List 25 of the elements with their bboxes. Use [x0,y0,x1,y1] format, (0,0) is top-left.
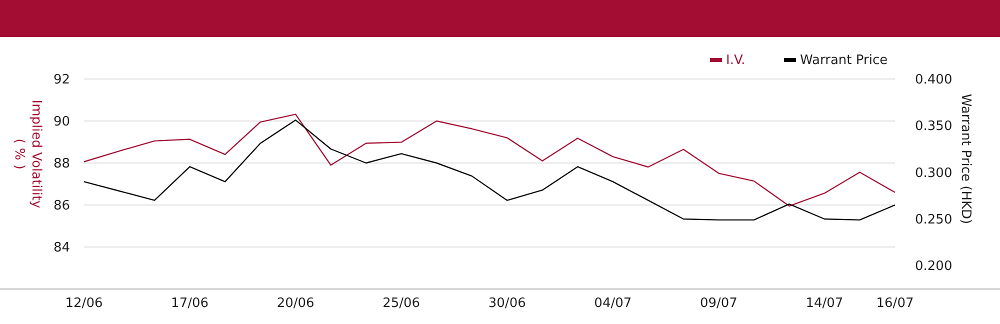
x-tick-label: 12/06 [65,296,103,311]
x-tick-label: 09/07 [700,296,738,311]
y2-tick-label: 0.200 [915,259,952,274]
x-tick-label: 16/07 [876,296,914,311]
y2-tick-label: 0.250 [915,212,952,228]
y-axis-title: Implied Volatility ( % ) [12,100,44,209]
x-tick-label: 04/07 [594,296,632,311]
y-tick-label: 88 [53,156,70,172]
y-tick-label: 84 [53,240,70,256]
x-tick-label: 30/06 [488,296,526,311]
legend-label: I.V. [726,53,746,68]
y-tick-label: 90 [53,114,70,130]
line-series [83,114,896,207]
y2-axis-title: Warrant Price (HKD) [958,94,973,224]
y2-tick-label: 0.400 [915,72,952,88]
y2-tick-label: 0.300 [915,166,952,181]
line-series [83,119,896,221]
x-tick-label: 20/06 [276,296,314,311]
y-tick-label: 86 [53,198,70,214]
y-tick-label: 92 [53,72,70,88]
y2-tick-label: 0.350 [915,119,952,134]
x-tick-label: 14/07 [806,296,844,311]
x-tick-label: 25/06 [382,296,420,311]
legend-label: Warrant Price [800,53,888,68]
x-tick-label: 17/06 [171,296,209,311]
